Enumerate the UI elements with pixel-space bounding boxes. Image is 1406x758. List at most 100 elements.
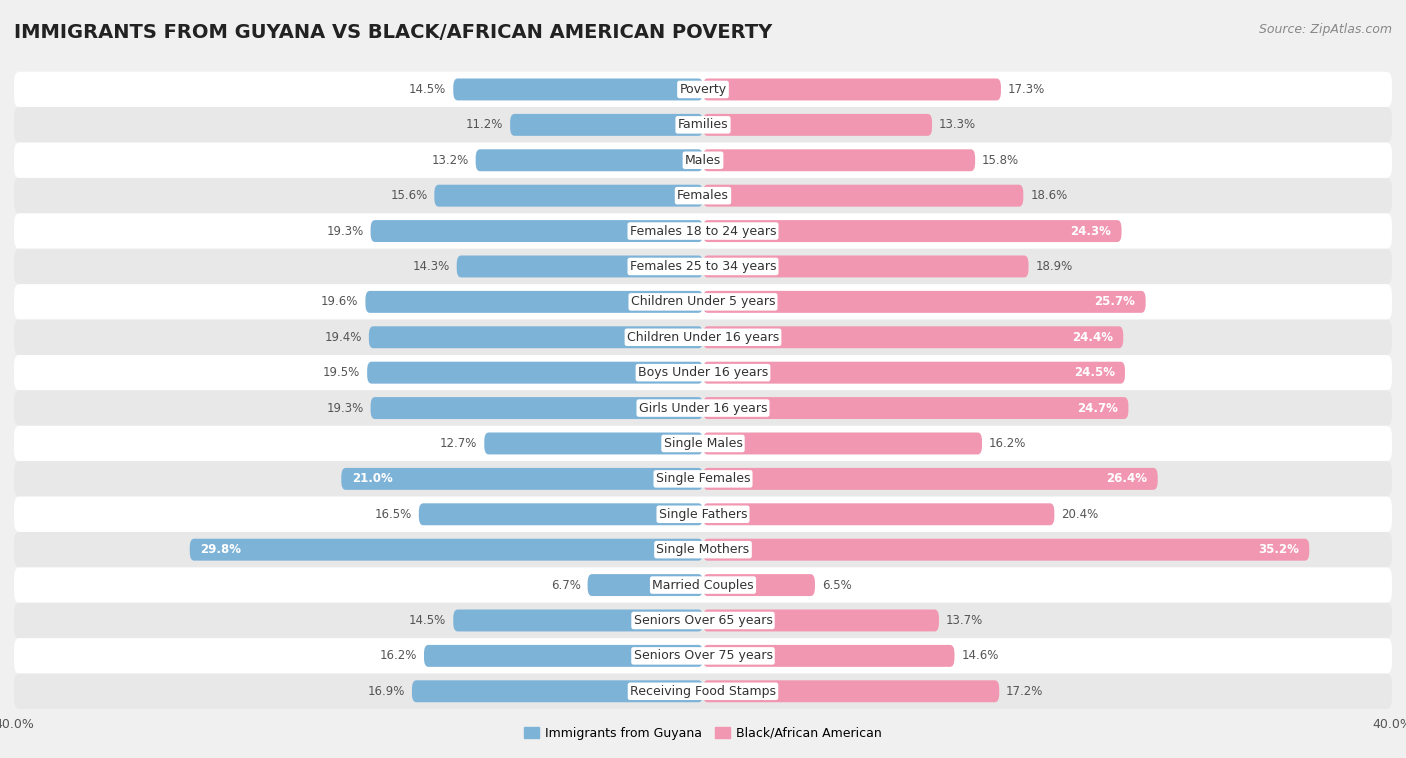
- Text: Females 25 to 34 years: Females 25 to 34 years: [630, 260, 776, 273]
- Text: Females: Females: [678, 190, 728, 202]
- Text: 19.6%: 19.6%: [321, 296, 359, 309]
- Text: 13.2%: 13.2%: [432, 154, 468, 167]
- Text: IMMIGRANTS FROM GUYANA VS BLACK/AFRICAN AMERICAN POVERTY: IMMIGRANTS FROM GUYANA VS BLACK/AFRICAN …: [14, 23, 772, 42]
- Text: Children Under 5 years: Children Under 5 years: [631, 296, 775, 309]
- FancyBboxPatch shape: [703, 433, 981, 455]
- FancyBboxPatch shape: [703, 645, 955, 667]
- FancyBboxPatch shape: [368, 326, 703, 348]
- Text: 16.2%: 16.2%: [988, 437, 1026, 450]
- FancyBboxPatch shape: [703, 468, 1157, 490]
- Text: Seniors Over 65 years: Seniors Over 65 years: [634, 614, 772, 627]
- Text: Females 18 to 24 years: Females 18 to 24 years: [630, 224, 776, 237]
- Text: Married Couples: Married Couples: [652, 578, 754, 591]
- Text: 24.5%: 24.5%: [1074, 366, 1115, 379]
- FancyBboxPatch shape: [703, 79, 1001, 101]
- Text: Children Under 16 years: Children Under 16 years: [627, 330, 779, 344]
- FancyBboxPatch shape: [510, 114, 703, 136]
- Text: 35.2%: 35.2%: [1258, 543, 1299, 556]
- Text: 13.7%: 13.7%: [946, 614, 983, 627]
- Text: 19.3%: 19.3%: [326, 402, 364, 415]
- FancyBboxPatch shape: [703, 574, 815, 596]
- FancyBboxPatch shape: [484, 433, 703, 455]
- Text: 15.6%: 15.6%: [391, 190, 427, 202]
- Legend: Immigrants from Guyana, Black/African American: Immigrants from Guyana, Black/African Am…: [519, 722, 887, 745]
- FancyBboxPatch shape: [14, 568, 1392, 603]
- Text: Males: Males: [685, 154, 721, 167]
- Text: 13.3%: 13.3%: [939, 118, 976, 131]
- Text: 24.4%: 24.4%: [1071, 330, 1114, 344]
- Text: 19.5%: 19.5%: [323, 366, 360, 379]
- FancyBboxPatch shape: [14, 107, 1392, 143]
- Text: Single Fathers: Single Fathers: [659, 508, 747, 521]
- Text: 11.2%: 11.2%: [465, 118, 503, 131]
- Text: 19.3%: 19.3%: [326, 224, 364, 237]
- FancyBboxPatch shape: [14, 674, 1392, 709]
- FancyBboxPatch shape: [14, 143, 1392, 178]
- Text: 15.8%: 15.8%: [981, 154, 1019, 167]
- Text: 29.8%: 29.8%: [200, 543, 240, 556]
- Text: 16.5%: 16.5%: [374, 508, 412, 521]
- Text: 19.4%: 19.4%: [325, 330, 361, 344]
- FancyBboxPatch shape: [14, 496, 1392, 532]
- Text: 14.5%: 14.5%: [409, 614, 446, 627]
- Text: Boys Under 16 years: Boys Under 16 years: [638, 366, 768, 379]
- FancyBboxPatch shape: [14, 426, 1392, 461]
- FancyBboxPatch shape: [434, 185, 703, 207]
- Text: 14.6%: 14.6%: [962, 650, 998, 662]
- FancyBboxPatch shape: [14, 355, 1392, 390]
- Text: Girls Under 16 years: Girls Under 16 years: [638, 402, 768, 415]
- Text: 14.3%: 14.3%: [412, 260, 450, 273]
- FancyBboxPatch shape: [190, 539, 703, 561]
- FancyBboxPatch shape: [703, 255, 1029, 277]
- FancyBboxPatch shape: [14, 178, 1392, 213]
- FancyBboxPatch shape: [703, 114, 932, 136]
- FancyBboxPatch shape: [14, 390, 1392, 426]
- Text: 21.0%: 21.0%: [352, 472, 392, 485]
- FancyBboxPatch shape: [703, 362, 1125, 384]
- Text: Families: Families: [678, 118, 728, 131]
- FancyBboxPatch shape: [453, 79, 703, 101]
- FancyBboxPatch shape: [14, 603, 1392, 638]
- Text: 20.4%: 20.4%: [1062, 508, 1098, 521]
- FancyBboxPatch shape: [475, 149, 703, 171]
- Text: 24.7%: 24.7%: [1077, 402, 1118, 415]
- FancyBboxPatch shape: [703, 609, 939, 631]
- FancyBboxPatch shape: [371, 220, 703, 242]
- FancyBboxPatch shape: [367, 362, 703, 384]
- FancyBboxPatch shape: [366, 291, 703, 313]
- FancyBboxPatch shape: [14, 284, 1392, 320]
- FancyBboxPatch shape: [14, 213, 1392, 249]
- FancyBboxPatch shape: [371, 397, 703, 419]
- Text: Single Females: Single Females: [655, 472, 751, 485]
- FancyBboxPatch shape: [457, 255, 703, 277]
- FancyBboxPatch shape: [703, 326, 1123, 348]
- FancyBboxPatch shape: [14, 461, 1392, 496]
- FancyBboxPatch shape: [703, 503, 1054, 525]
- Text: 16.2%: 16.2%: [380, 650, 418, 662]
- FancyBboxPatch shape: [453, 609, 703, 631]
- FancyBboxPatch shape: [14, 72, 1392, 107]
- FancyBboxPatch shape: [703, 681, 1000, 702]
- FancyBboxPatch shape: [703, 291, 1146, 313]
- Text: 14.5%: 14.5%: [409, 83, 446, 96]
- Text: Poverty: Poverty: [679, 83, 727, 96]
- Text: 17.2%: 17.2%: [1007, 684, 1043, 698]
- Text: 6.7%: 6.7%: [551, 578, 581, 591]
- Text: Single Males: Single Males: [664, 437, 742, 450]
- FancyBboxPatch shape: [588, 574, 703, 596]
- FancyBboxPatch shape: [419, 503, 703, 525]
- Text: Seniors Over 75 years: Seniors Over 75 years: [634, 650, 772, 662]
- Text: 12.7%: 12.7%: [440, 437, 478, 450]
- Text: 18.6%: 18.6%: [1031, 190, 1067, 202]
- Text: 6.5%: 6.5%: [823, 578, 852, 591]
- Text: 25.7%: 25.7%: [1094, 296, 1135, 309]
- FancyBboxPatch shape: [14, 532, 1392, 568]
- Text: Single Mothers: Single Mothers: [657, 543, 749, 556]
- FancyBboxPatch shape: [425, 645, 703, 667]
- FancyBboxPatch shape: [14, 638, 1392, 674]
- FancyBboxPatch shape: [342, 468, 703, 490]
- FancyBboxPatch shape: [703, 397, 1129, 419]
- Text: Receiving Food Stamps: Receiving Food Stamps: [630, 684, 776, 698]
- Text: 16.9%: 16.9%: [367, 684, 405, 698]
- FancyBboxPatch shape: [14, 249, 1392, 284]
